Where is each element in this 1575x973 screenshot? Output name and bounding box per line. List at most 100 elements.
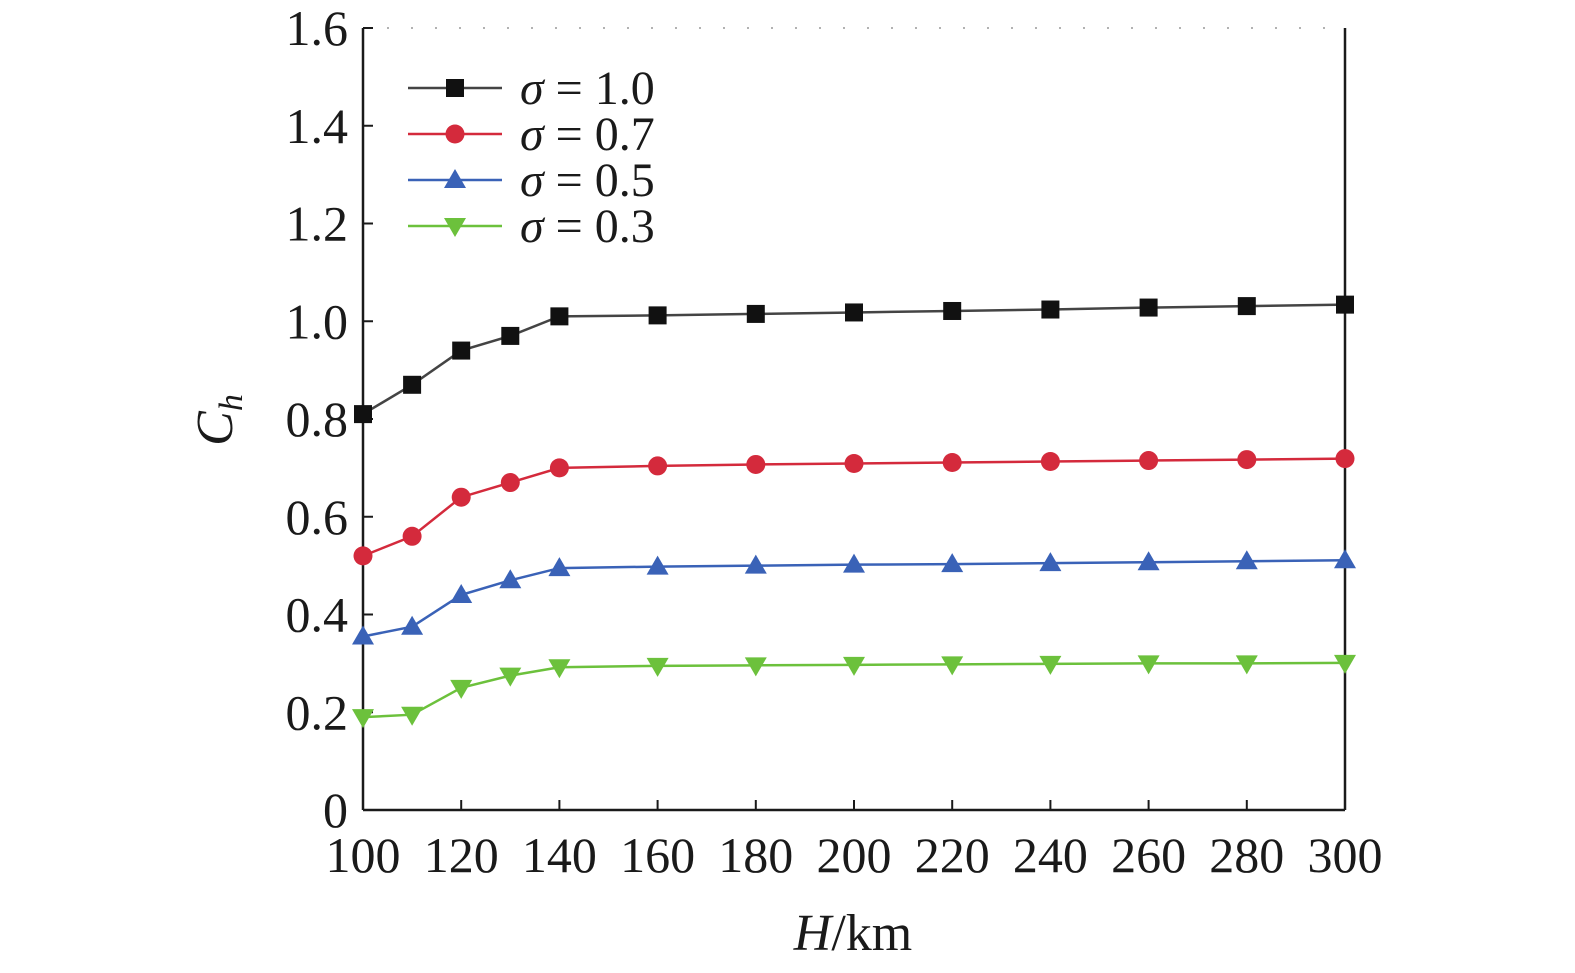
data-point xyxy=(941,656,964,676)
x-tick-label: 280 xyxy=(1209,827,1284,883)
y-tick-label: 0.2 xyxy=(286,684,349,740)
data-point xyxy=(1237,297,1256,316)
y-tick-label: 0 xyxy=(323,782,348,838)
data-point xyxy=(844,453,864,473)
data-point xyxy=(500,473,520,493)
data-point xyxy=(450,583,473,603)
x-tick-label: 200 xyxy=(817,827,892,883)
legend-value: = 0.3 xyxy=(544,200,655,253)
x-axis-title: H/km xyxy=(793,905,912,962)
series-2 xyxy=(353,449,1355,566)
data-point xyxy=(746,454,766,474)
data-point xyxy=(499,569,522,589)
y-tick-label: 1.0 xyxy=(286,293,349,349)
data-point xyxy=(1039,655,1062,675)
legend-item-3: σ = 0.5 xyxy=(408,154,655,207)
data-point xyxy=(1139,451,1159,471)
data-point xyxy=(648,456,668,476)
series-layer xyxy=(352,295,1356,729)
data-point xyxy=(352,625,374,645)
data-point xyxy=(354,405,372,424)
x-tick-label: 240 xyxy=(1013,827,1088,883)
data-point xyxy=(845,303,863,322)
x-tick-label: 300 xyxy=(1308,827,1383,883)
legend-symbol: σ xyxy=(520,200,546,253)
data-point xyxy=(942,452,962,472)
series-1 xyxy=(354,295,1354,424)
legend-value: = 0.7 xyxy=(544,108,655,161)
legend-symbol: σ xyxy=(520,108,546,161)
legend-label: σ = 0.7 xyxy=(520,108,655,161)
y-tick-label: 1.2 xyxy=(286,196,349,252)
data-point xyxy=(352,709,374,729)
y-axis-title: Ch xyxy=(187,394,250,446)
data-point xyxy=(1139,298,1158,317)
x-tick-label: 140 xyxy=(522,827,597,883)
legend-value: = 1.0 xyxy=(544,62,655,115)
data-point xyxy=(548,557,571,577)
x-tick-label: 100 xyxy=(326,827,401,883)
data-point xyxy=(353,546,373,566)
y-tick-label: 1.6 xyxy=(286,0,349,56)
series-3 xyxy=(352,549,1356,645)
legend-symbol: σ xyxy=(520,154,546,207)
data-point xyxy=(402,526,422,546)
legend-marker xyxy=(445,124,465,144)
data-point xyxy=(1336,295,1354,314)
data-point xyxy=(648,306,667,325)
data-point xyxy=(548,659,571,679)
legend-item-4: σ = 0.3 xyxy=(408,200,655,253)
data-point xyxy=(1041,300,1060,319)
legend-item-2: σ = 0.7 xyxy=(408,108,655,161)
data-point xyxy=(646,657,669,677)
legend: σ = 1.0σ = 0.7σ = 0.5σ = 0.3 xyxy=(408,62,655,253)
y-tick-label: 0.4 xyxy=(286,587,349,643)
data-point xyxy=(1334,654,1356,674)
series-4 xyxy=(352,654,1356,729)
data-point xyxy=(943,301,962,320)
data-point xyxy=(450,679,473,699)
data-point xyxy=(1235,655,1258,675)
data-point xyxy=(843,553,865,573)
data-point xyxy=(1237,450,1257,470)
y-tick-label: 1.4 xyxy=(286,98,349,154)
legend-marker xyxy=(446,79,464,97)
legend-value: = 0.5 xyxy=(544,154,655,207)
x-tick-label: 260 xyxy=(1111,827,1186,883)
data-point xyxy=(550,307,569,326)
legend-item-1: σ = 1.0 xyxy=(408,62,655,115)
legend-label: σ = 0.3 xyxy=(520,200,655,253)
data-point xyxy=(646,555,669,575)
data-point xyxy=(1039,552,1062,572)
data-point xyxy=(843,656,865,676)
x-tick-label: 120 xyxy=(424,827,499,883)
data-point xyxy=(501,326,520,345)
data-point xyxy=(1137,655,1160,675)
legend-symbol: σ xyxy=(520,62,546,115)
data-point xyxy=(1335,449,1355,469)
x-tick-label: 160 xyxy=(620,827,695,883)
data-point xyxy=(452,341,471,360)
data-point xyxy=(1040,452,1060,472)
x-axis: 100 120 140 160 180 200 220 240 260 280 300 xyxy=(326,800,1383,883)
legend-marker xyxy=(444,169,466,188)
data-point xyxy=(401,706,424,726)
y-tick-label: 0.6 xyxy=(286,489,349,545)
legend-label: σ = 1.0 xyxy=(520,62,655,115)
data-point xyxy=(401,615,424,635)
data-point xyxy=(451,487,471,507)
data-point xyxy=(1137,551,1160,571)
x-tick-label: 180 xyxy=(718,827,793,883)
data-point xyxy=(499,667,522,687)
data-point xyxy=(1334,549,1356,569)
data-point xyxy=(744,554,767,574)
y-tick-label: 0.8 xyxy=(286,391,349,447)
data-point xyxy=(549,458,569,478)
y-axis: 0 0.2 0.4 0.6 0.8 1.0 1.2 1.4 1.6 xyxy=(286,0,373,838)
data-point xyxy=(746,304,765,323)
data-point xyxy=(941,553,964,573)
x-tick-label: 220 xyxy=(915,827,990,883)
legend-label: σ = 0.5 xyxy=(520,154,655,207)
plot-frame xyxy=(361,27,1347,812)
